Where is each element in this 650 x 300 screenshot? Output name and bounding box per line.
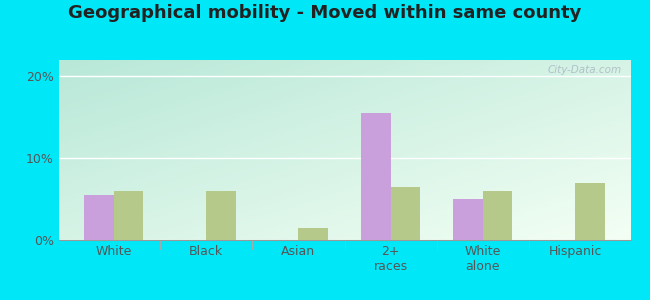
- Bar: [453, 199, 483, 240]
- Bar: [298, 228, 328, 240]
- Text: City-Data.com: City-Data.com: [548, 65, 622, 75]
- Bar: [84, 195, 114, 240]
- Text: Geographical mobility - Moved within same county: Geographical mobility - Moved within sam…: [68, 4, 582, 22]
- Bar: [391, 187, 420, 240]
- Bar: [575, 183, 604, 240]
- Bar: [206, 191, 236, 240]
- Bar: [361, 113, 391, 240]
- Bar: [483, 191, 512, 240]
- Bar: [114, 191, 144, 240]
